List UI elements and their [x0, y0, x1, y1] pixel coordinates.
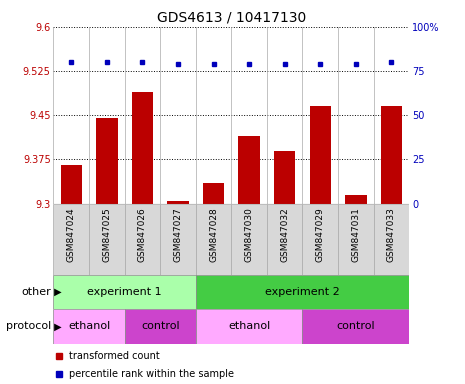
- Text: GSM847026: GSM847026: [138, 207, 147, 262]
- Text: GSM847032: GSM847032: [280, 207, 289, 262]
- Text: ethanol: ethanol: [68, 321, 110, 331]
- Bar: [89, 204, 125, 275]
- Bar: [53, 204, 89, 275]
- Bar: [53, 275, 196, 309]
- Bar: [125, 204, 160, 275]
- Bar: [303, 204, 338, 275]
- Text: percentile rank within the sample: percentile rank within the sample: [69, 369, 234, 379]
- Bar: [60, 165, 82, 204]
- Bar: [374, 204, 409, 275]
- Text: ▶: ▶: [51, 287, 62, 297]
- Text: experiment 2: experiment 2: [265, 287, 340, 297]
- Bar: [167, 200, 189, 204]
- Bar: [196, 204, 232, 275]
- Bar: [196, 309, 303, 344]
- Title: GDS4613 / 10417130: GDS4613 / 10417130: [157, 10, 306, 24]
- Bar: [96, 118, 118, 204]
- Bar: [160, 204, 196, 275]
- Text: protocol: protocol: [6, 321, 51, 331]
- Text: other: other: [21, 287, 51, 297]
- Bar: [132, 92, 153, 204]
- Bar: [381, 106, 402, 204]
- Text: GSM847024: GSM847024: [67, 207, 76, 262]
- Text: ▶: ▶: [51, 321, 62, 331]
- Text: GSM847025: GSM847025: [102, 207, 111, 262]
- Bar: [274, 151, 295, 204]
- Text: GSM847030: GSM847030: [245, 207, 253, 262]
- Bar: [203, 183, 224, 204]
- Bar: [310, 106, 331, 204]
- Text: GSM847031: GSM847031: [352, 207, 360, 262]
- Text: ethanol: ethanol: [228, 321, 270, 331]
- Text: control: control: [337, 321, 375, 331]
- Bar: [267, 204, 303, 275]
- Text: GSM847033: GSM847033: [387, 207, 396, 262]
- Text: transformed count: transformed count: [69, 351, 160, 361]
- Text: experiment 1: experiment 1: [87, 287, 162, 297]
- Bar: [345, 195, 366, 204]
- Text: control: control: [141, 321, 179, 331]
- Text: GSM847029: GSM847029: [316, 207, 325, 262]
- Bar: [303, 309, 409, 344]
- Bar: [125, 309, 196, 344]
- Bar: [53, 309, 125, 344]
- Text: GSM847028: GSM847028: [209, 207, 218, 262]
- Bar: [239, 136, 260, 204]
- Bar: [232, 204, 267, 275]
- Text: GSM847027: GSM847027: [173, 207, 182, 262]
- Bar: [338, 204, 374, 275]
- Bar: [196, 275, 409, 309]
